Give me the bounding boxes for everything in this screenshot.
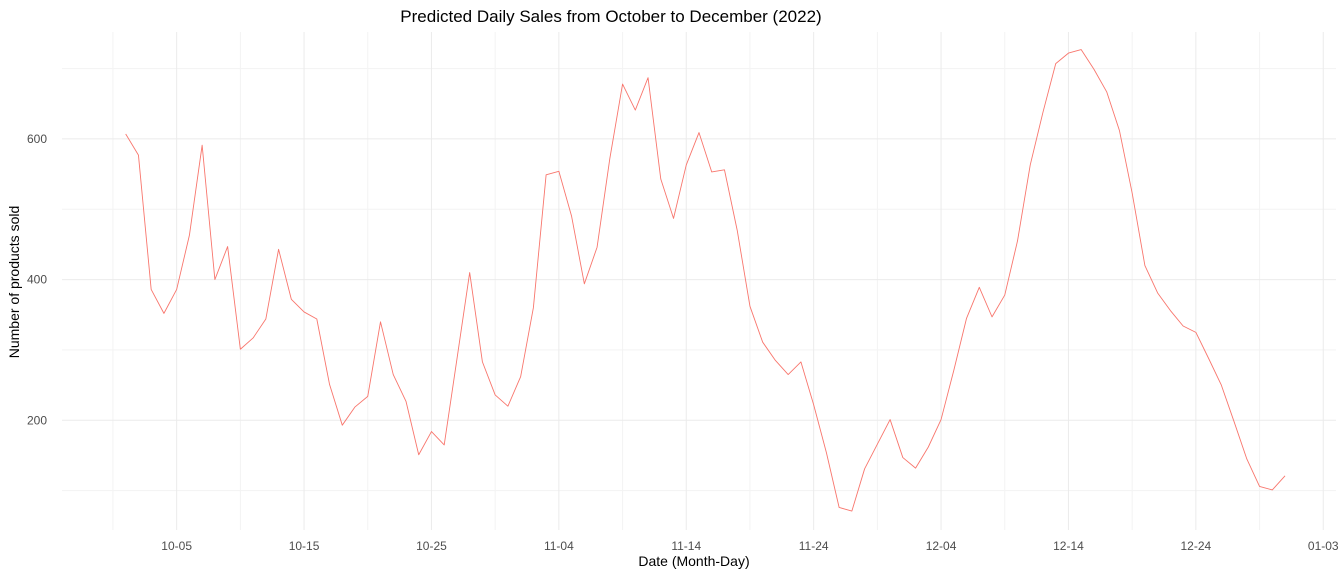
x-tick-label: 10-25	[416, 539, 447, 553]
series-line	[125, 49, 1286, 512]
x-tick-label: 10-05	[161, 539, 192, 553]
series-layer	[125, 49, 1286, 512]
x-tick-label: 12-04	[926, 539, 957, 553]
x-tick-label: 12-14	[1053, 539, 1084, 553]
x-tick-label: 12-24	[1181, 539, 1212, 553]
x-tick-label: 11-04	[544, 539, 574, 553]
chart-title: Predicted Daily Sales from October to De…	[400, 7, 821, 26]
y-axis-ticks: 200 400 600	[27, 132, 47, 427]
x-tick-label: 11-24	[799, 539, 829, 553]
y-tick-label: 600	[27, 132, 47, 146]
x-axis-title: Date (Month-Day)	[638, 553, 749, 569]
y-tick-label: 200	[27, 413, 47, 427]
x-tick-label: 11-14	[671, 539, 701, 553]
x-axis-ticks: 10-05 10-15 10-25 11-04 11-14 11-24 12-04 12-14…	[161, 539, 1339, 553]
grid-lines	[62, 32, 1336, 530]
y-tick-label: 400	[27, 273, 47, 287]
x-tick-label: 01-03	[1308, 539, 1339, 553]
x-tick-label: 10-15	[289, 539, 320, 553]
y-axis-title: Number of products sold	[6, 206, 22, 359]
